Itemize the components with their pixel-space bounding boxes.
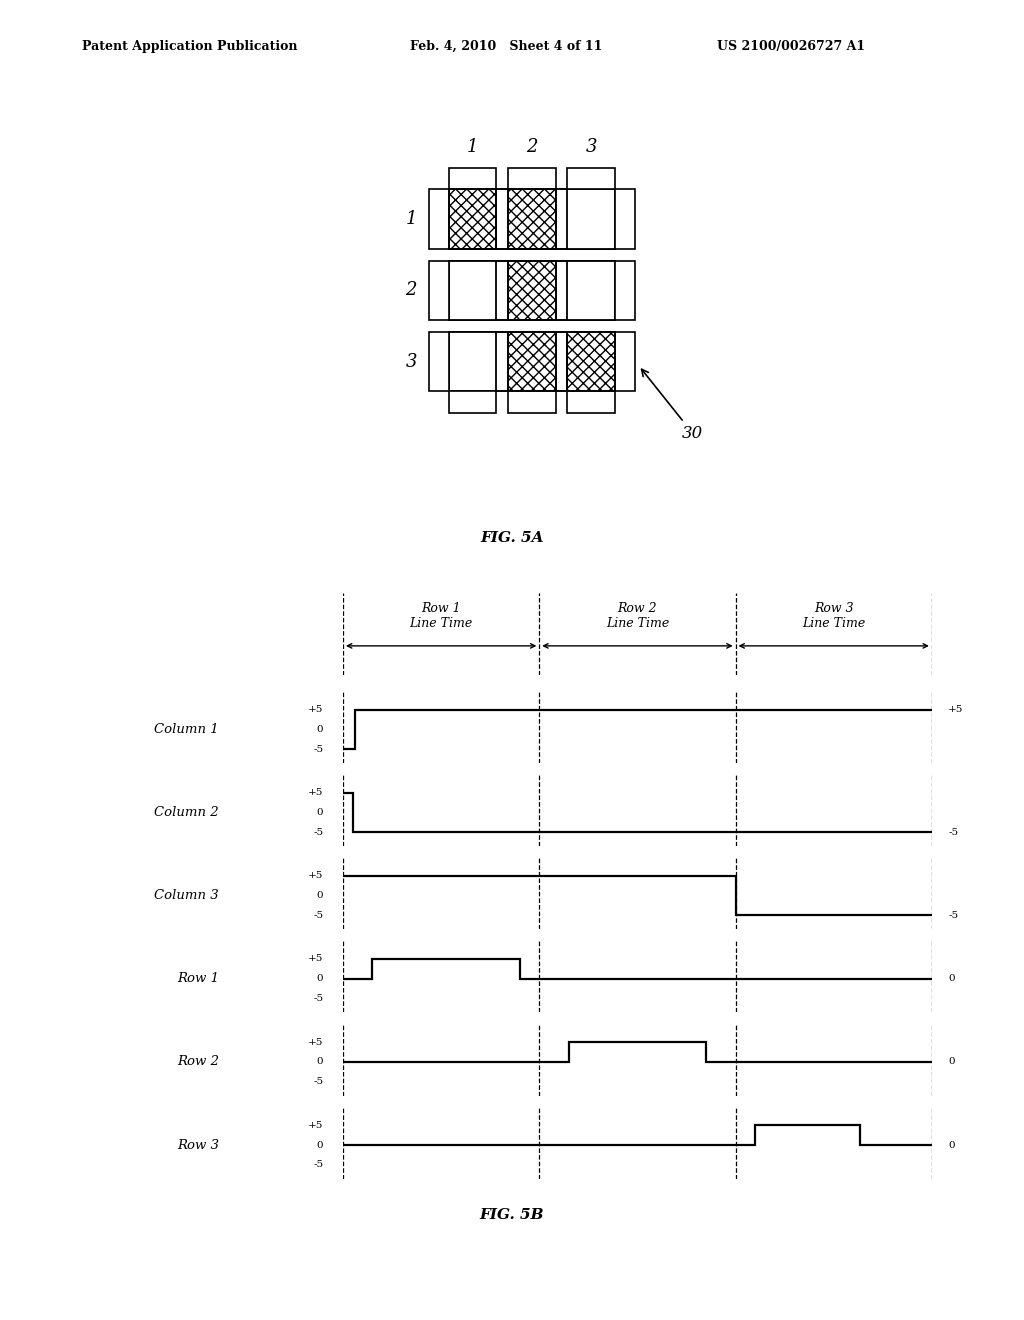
Bar <box>508 168 556 190</box>
Bar <box>508 392 556 413</box>
Bar <box>508 333 556 392</box>
Bar <box>508 190 556 249</box>
Text: 3: 3 <box>586 137 597 156</box>
Text: -5: -5 <box>313 911 324 920</box>
Bar <box>567 168 615 190</box>
Text: 3: 3 <box>406 352 417 371</box>
Bar <box>567 190 615 249</box>
Bar <box>449 333 615 392</box>
Bar <box>508 333 556 392</box>
Text: -5: -5 <box>313 994 324 1003</box>
Bar <box>449 190 615 249</box>
Text: 0: 0 <box>316 808 324 817</box>
Bar <box>508 261 556 321</box>
Text: 1: 1 <box>406 210 417 228</box>
Text: +5: +5 <box>308 788 324 797</box>
Text: +5: +5 <box>948 705 964 714</box>
Text: -5: -5 <box>313 1077 324 1086</box>
Bar <box>429 190 449 249</box>
Text: 0: 0 <box>316 1057 324 1067</box>
Text: -5: -5 <box>313 744 324 754</box>
Bar <box>449 190 497 249</box>
Text: Column 2: Column 2 <box>155 807 219 818</box>
Text: 0: 0 <box>948 1057 954 1067</box>
Bar <box>508 261 556 321</box>
Text: 0: 0 <box>316 974 324 983</box>
Text: +5: +5 <box>308 705 324 714</box>
Bar <box>429 261 449 321</box>
Bar <box>567 261 615 321</box>
Text: -5: -5 <box>313 828 324 837</box>
Bar <box>449 261 615 321</box>
Text: Row 2: Row 2 <box>177 1056 219 1068</box>
Text: Row 1: Row 1 <box>177 973 219 985</box>
Bar <box>615 333 635 392</box>
Text: 0: 0 <box>316 725 324 734</box>
Text: US 2100/0026727 A1: US 2100/0026727 A1 <box>717 40 865 53</box>
Bar <box>449 168 497 190</box>
Text: -5: -5 <box>948 828 958 837</box>
Text: 0: 0 <box>316 891 324 900</box>
Text: -5: -5 <box>948 911 958 920</box>
Bar <box>508 190 556 249</box>
Text: Row 3
Line Time: Row 3 Line Time <box>802 602 865 630</box>
Bar <box>449 333 497 392</box>
Bar <box>567 392 615 413</box>
Text: Row 1
Line Time: Row 1 Line Time <box>410 602 473 630</box>
Bar <box>615 261 635 321</box>
Text: 2: 2 <box>526 137 538 156</box>
Text: +5: +5 <box>308 954 324 964</box>
Text: -5: -5 <box>313 1160 324 1170</box>
Bar <box>449 392 497 413</box>
Text: 2: 2 <box>406 281 417 300</box>
Text: 30: 30 <box>642 370 703 442</box>
Text: 0: 0 <box>316 1140 324 1150</box>
Text: 0: 0 <box>948 974 954 983</box>
Bar <box>449 190 497 249</box>
Text: +5: +5 <box>308 871 324 880</box>
Bar <box>615 190 635 249</box>
Text: +5: +5 <box>308 1038 324 1047</box>
Text: Column 3: Column 3 <box>155 890 219 902</box>
Text: Column 1: Column 1 <box>155 723 219 735</box>
Text: +5: +5 <box>308 1121 324 1130</box>
Text: Feb. 4, 2010   Sheet 4 of 11: Feb. 4, 2010 Sheet 4 of 11 <box>410 40 602 53</box>
Text: 0: 0 <box>948 1140 954 1150</box>
Text: Row 3: Row 3 <box>177 1139 219 1151</box>
Text: Row 2
Line Time: Row 2 Line Time <box>606 602 669 630</box>
Bar <box>567 333 615 392</box>
Text: Patent Application Publication: Patent Application Publication <box>82 40 297 53</box>
Bar <box>429 333 449 392</box>
Text: FIG. 5A: FIG. 5A <box>480 531 544 545</box>
Bar <box>449 261 497 321</box>
Text: FIG. 5B: FIG. 5B <box>480 1208 544 1222</box>
Text: 1: 1 <box>467 137 478 156</box>
Bar <box>567 333 615 392</box>
